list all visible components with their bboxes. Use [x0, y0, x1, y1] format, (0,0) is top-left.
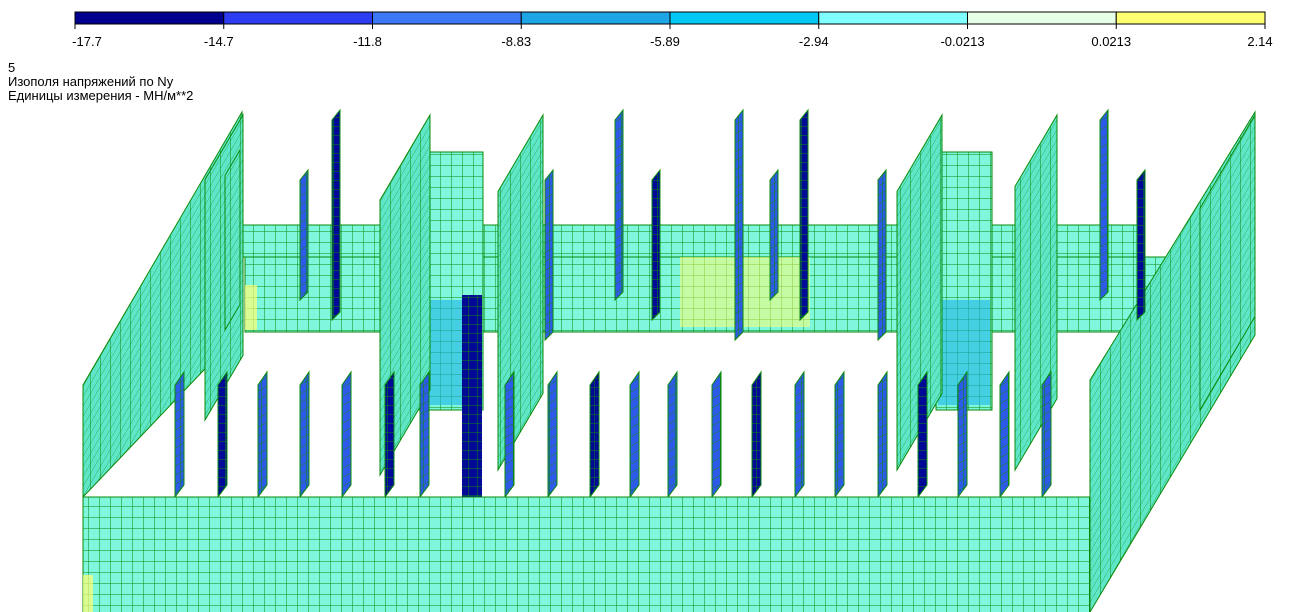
column	[218, 372, 227, 497]
column	[878, 372, 887, 497]
legend-swatch	[75, 12, 224, 24]
plate	[225, 150, 240, 330]
column	[752, 372, 761, 497]
column	[712, 372, 721, 497]
legend-tick-label: -8.83	[501, 34, 531, 49]
legend-tick-label: -5.89	[650, 34, 680, 49]
column	[420, 372, 429, 497]
column	[300, 372, 309, 497]
legend-tick-label: -0.0213	[940, 34, 984, 49]
column	[1000, 372, 1009, 497]
column	[835, 372, 844, 497]
column	[668, 372, 677, 497]
color-legend: -17.7 -14.7 -11.8 -8.83 -5.89 -2.94 -0.0213 0.0…	[72, 12, 1272, 49]
column	[615, 110, 623, 300]
front-wall	[83, 497, 1090, 612]
column	[652, 170, 660, 320]
column	[918, 372, 927, 497]
beam	[240, 225, 1145, 257]
fem-view: -17.7 -14.7 -11.8 -8.83 -5.89 -2.94 -0.0213 0.0…	[0, 0, 1300, 612]
legend-swatch	[670, 12, 819, 24]
column	[258, 372, 267, 497]
legend-tick-label: -11.8	[353, 34, 382, 49]
legend-swatch	[224, 12, 373, 24]
caption-units: Единицы измерения - МН/м**2	[8, 88, 193, 103]
legend-tick-label: 0.0213	[1091, 34, 1131, 49]
column	[332, 110, 340, 320]
stress-zone	[680, 257, 810, 327]
column	[342, 372, 351, 497]
column	[548, 372, 557, 497]
column	[175, 372, 184, 497]
column	[800, 110, 808, 320]
caption-number: 5	[8, 60, 15, 75]
screen: -17.7 -14.7 -11.8 -8.83 -5.89 -2.94 -0.0213 0.0…	[0, 0, 1300, 612]
legend-swatch	[373, 12, 522, 24]
legend-swatch	[819, 12, 968, 24]
column	[545, 170, 553, 340]
column	[385, 372, 394, 497]
column	[590, 372, 599, 497]
stress-zone	[245, 285, 257, 330]
legend-tick-label: 2.14	[1247, 34, 1272, 49]
column	[795, 372, 804, 497]
column	[878, 170, 886, 340]
legend-tick-label: -17.7	[72, 34, 102, 49]
column	[735, 110, 743, 340]
column	[1100, 110, 1108, 300]
column	[630, 372, 639, 497]
legend-tick-label: -14.7	[204, 34, 234, 49]
column	[300, 170, 308, 300]
column	[1137, 170, 1145, 320]
column	[1042, 372, 1051, 497]
stress-zone	[83, 575, 93, 612]
legend-swatch	[521, 12, 670, 24]
legend-swatch	[1116, 12, 1265, 24]
caption-title: Изополя напряжений по Ny	[8, 74, 174, 89]
model	[83, 110, 1255, 612]
column	[958, 372, 967, 497]
legend-swatch	[968, 12, 1117, 24]
legend-tick-label: -2.94	[799, 34, 829, 49]
column	[505, 372, 514, 497]
column	[462, 295, 482, 497]
column	[770, 170, 778, 300]
